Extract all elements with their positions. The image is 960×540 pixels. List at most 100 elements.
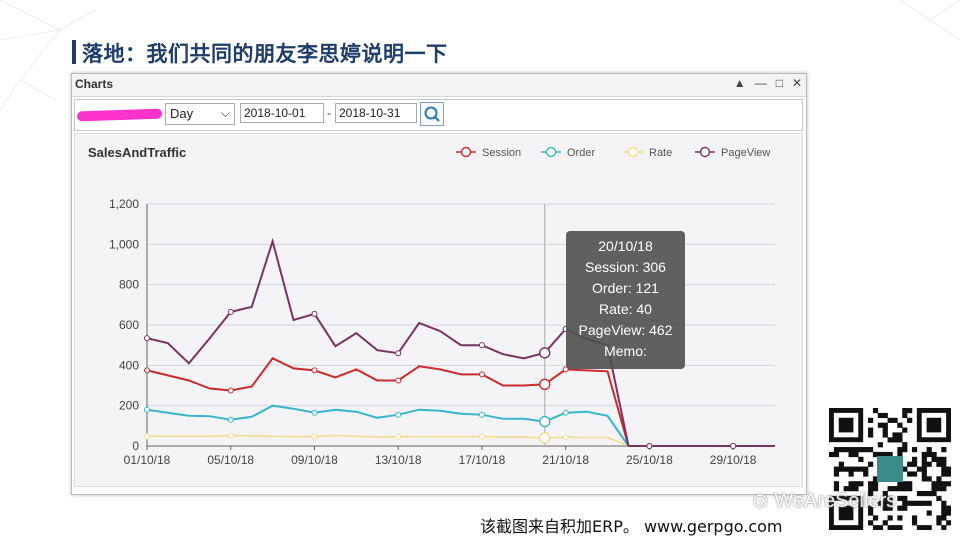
tooltip-session: Session: 306 xyxy=(585,259,666,275)
qr-module xyxy=(902,486,908,492)
qr-module xyxy=(863,471,869,477)
y-tick-label: 0 xyxy=(132,439,139,453)
qr-module xyxy=(833,471,840,477)
qr-module xyxy=(853,486,859,492)
data-point-session xyxy=(144,367,150,374)
data-point-order xyxy=(395,411,402,418)
qr-module xyxy=(916,466,923,472)
qr-module xyxy=(868,447,874,453)
qr-module xyxy=(848,481,854,487)
qr-module xyxy=(907,486,913,492)
legend-label-pageview: PageView xyxy=(721,147,770,159)
qr-module xyxy=(848,466,854,472)
search-button[interactable] xyxy=(420,102,444,126)
granularity-select[interactable]: Day ⌵ xyxy=(165,103,235,125)
qr-module xyxy=(941,486,947,492)
qr-module xyxy=(882,495,888,502)
qr-module xyxy=(921,476,927,482)
minimize-icon[interactable]: — xyxy=(754,76,767,90)
qr-module xyxy=(882,520,888,526)
qr-module xyxy=(853,447,859,453)
data-point-pageview xyxy=(730,443,737,449)
qr-module xyxy=(882,505,888,511)
qr-module xyxy=(921,525,927,530)
qr-module xyxy=(907,417,913,423)
qr-center-logo xyxy=(877,456,903,482)
window-title: Charts xyxy=(75,77,114,91)
granularity-value: Day xyxy=(170,106,194,121)
data-point-order xyxy=(227,416,234,423)
qr-module xyxy=(941,461,947,467)
qr-module xyxy=(936,495,942,502)
close-icon[interactable]: ✕ xyxy=(791,76,802,90)
qr-module xyxy=(941,471,947,477)
qr-module xyxy=(911,461,918,467)
qr-module xyxy=(921,461,927,467)
qr-module xyxy=(892,417,898,423)
start-date-input[interactable]: 2018-10-01 xyxy=(240,103,324,123)
tooltip-date: 20/10/18 xyxy=(598,238,653,254)
qr-module xyxy=(911,456,918,462)
qr-module xyxy=(892,432,898,438)
qr-module xyxy=(863,466,869,472)
qr-module xyxy=(892,525,898,530)
qr-module xyxy=(877,442,883,448)
qr-module xyxy=(941,505,947,511)
qr-module xyxy=(931,486,937,492)
qr-module xyxy=(946,466,951,472)
qr-module xyxy=(829,451,835,458)
data-point-pageview xyxy=(227,308,234,315)
qr-module xyxy=(833,447,840,453)
qr-module xyxy=(882,427,888,433)
x-tick-label: 17/10/18 xyxy=(459,453,506,467)
maximize-icon[interactable]: □ xyxy=(775,76,783,90)
data-point-order xyxy=(562,409,569,416)
legend-marker-pageview xyxy=(699,146,711,158)
qr-module xyxy=(931,490,937,497)
qr-module xyxy=(872,486,879,492)
qr-module xyxy=(946,510,951,516)
qr-module xyxy=(926,490,932,497)
qr-module xyxy=(897,481,903,487)
y-tick-label: 800 xyxy=(119,278,139,292)
data-point-session xyxy=(227,387,234,394)
qr-module xyxy=(887,495,893,502)
end-date-input[interactable]: 2018-10-31 xyxy=(335,103,417,123)
qr-module xyxy=(907,471,913,477)
qr-module xyxy=(858,456,864,462)
series-line-session xyxy=(146,357,775,447)
legend-label-session: Session xyxy=(482,147,521,159)
qr-module xyxy=(902,495,908,502)
qr-module xyxy=(887,525,893,530)
collapse-icon[interactable]: ▲ xyxy=(733,76,746,90)
qr-module xyxy=(887,515,893,521)
qr-module xyxy=(902,481,908,487)
qr-module xyxy=(868,481,874,487)
qr-module xyxy=(921,456,927,462)
qr-module xyxy=(868,486,874,492)
qr-module xyxy=(877,500,883,506)
qr-module xyxy=(902,427,908,433)
qr-module xyxy=(941,447,947,453)
qr-module xyxy=(941,525,947,530)
qr-module xyxy=(833,451,840,458)
source-caption: 该截图来自积加ERP。 www.gerpgo.com xyxy=(480,517,783,536)
qr-module xyxy=(858,481,864,487)
qr-module xyxy=(921,471,927,477)
qr-module xyxy=(848,447,854,453)
qr-module xyxy=(868,505,874,511)
qr-module xyxy=(838,466,844,472)
wechat-icon: ⊙ xyxy=(752,490,775,512)
y-tick-label: 200 xyxy=(119,399,139,413)
qr-module xyxy=(833,481,840,487)
qr-module xyxy=(868,510,874,516)
qr-module xyxy=(872,481,879,487)
data-point-order xyxy=(144,406,150,413)
data-point-pageview xyxy=(478,342,485,349)
qr-module xyxy=(926,525,932,530)
x-tick-label: 09/10/18 xyxy=(291,453,338,467)
qr-module xyxy=(872,525,879,530)
data-point-pageview xyxy=(144,335,150,342)
qr-module xyxy=(882,432,888,438)
qr-module xyxy=(936,461,942,467)
